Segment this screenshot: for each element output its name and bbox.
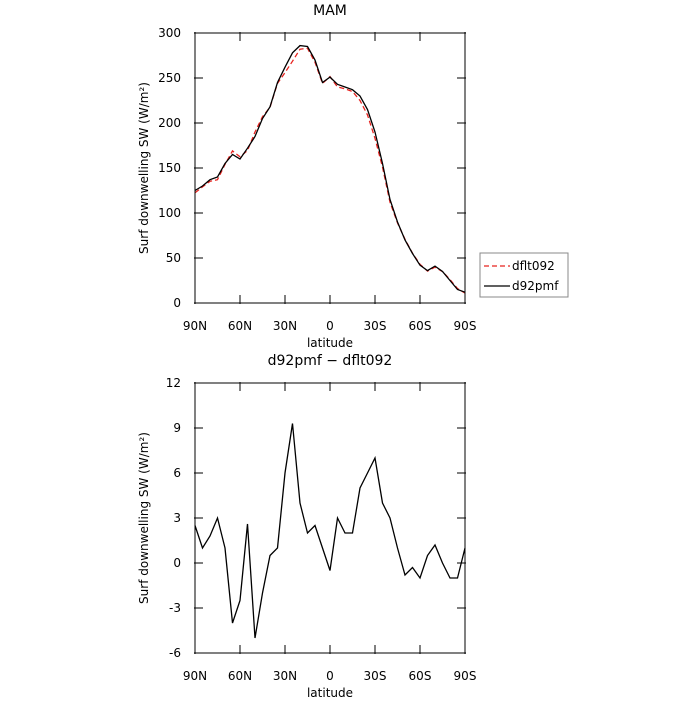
chart-title: d92pmf − dflt092 — [268, 353, 393, 369]
x-tick-label: 30S — [364, 669, 387, 683]
y-tick-label: 50 — [166, 251, 181, 265]
x-tick-label: 60S — [409, 319, 432, 333]
data-line — [194, 44, 466, 293]
data-line — [194, 47, 466, 294]
x-tick-label: 30N — [273, 669, 297, 683]
y-tick-label: -6 — [169, 646, 181, 660]
y-tick-label: 0 — [173, 556, 181, 570]
data-line — [194, 423, 466, 639]
y-tick-label: -3 — [169, 601, 181, 615]
y-axis-label: Surf downwelling SW (W/m²) — [137, 82, 151, 254]
y-tick-label: 0 — [173, 296, 181, 310]
x-tick-label: 30S — [364, 319, 387, 333]
y-tick-label: 250 — [158, 71, 181, 85]
x-tick-label: 90N — [183, 669, 207, 683]
legend-label: dflt092 — [512, 259, 555, 273]
x-tick-label: 90N — [183, 319, 207, 333]
x-tick-label: 30N — [273, 319, 297, 333]
x-tick-label: 60S — [409, 669, 432, 683]
legend-label: d92pmf — [512, 279, 559, 293]
x-axis-label: latitude — [307, 686, 353, 700]
x-tick-label: 90S — [454, 319, 477, 333]
x-tick-label: 0 — [326, 319, 334, 333]
y-tick-label: 100 — [158, 206, 181, 220]
y-tick-label: 200 — [158, 116, 181, 130]
y-tick-label: 300 — [158, 26, 181, 40]
y-tick-label: 9 — [173, 421, 181, 435]
y-tick-label: 150 — [158, 161, 181, 175]
y-tick-label: 3 — [173, 511, 181, 525]
plot-frame — [194, 382, 466, 654]
x-tick-label: 0 — [326, 669, 334, 683]
y-tick-label: 12 — [166, 376, 181, 390]
legend-box — [479, 252, 569, 298]
x-tick-label: 60N — [228, 319, 252, 333]
x-tick-label: 60N — [228, 669, 252, 683]
x-tick-label: 90S — [454, 669, 477, 683]
y-axis-label: Surf downwelling SW (W/m²) — [137, 432, 151, 604]
chart-title: MAM — [313, 3, 347, 19]
y-tick-label: 6 — [173, 466, 181, 480]
x-axis-label: latitude — [307, 336, 353, 350]
plot-frame — [194, 32, 466, 304]
